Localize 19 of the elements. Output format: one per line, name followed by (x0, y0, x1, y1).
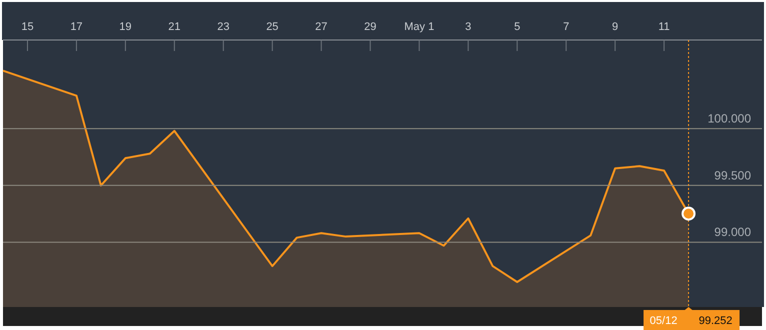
x-tick-label: 9 (612, 21, 618, 33)
x-tick-label: 23 (217, 21, 230, 33)
x-tick-label: 7 (563, 21, 570, 33)
x-tick-label: 15 (21, 21, 34, 33)
x-tick-label: 3 (465, 21, 472, 33)
x-tick-label: 11 (658, 21, 670, 33)
x-tick-label: 25 (266, 21, 278, 33)
y-tick-label: 99.500 (714, 168, 752, 182)
x-tick-label: 17 (70, 21, 83, 33)
text: 99.252 (698, 315, 732, 327)
x-tick-label: 19 (119, 21, 132, 33)
x-tick-label: 27 (315, 21, 328, 33)
x-tick-label: May 1 (404, 21, 434, 33)
y-tick-label: 100.000 (708, 112, 752, 126)
y-tick-label: 99.000 (714, 225, 752, 240)
ref-line-label: 05/12 (650, 315, 678, 327)
x-tick-label: 29 (364, 21, 376, 33)
x-tick-label: 21 (168, 21, 181, 33)
x-tick-label: 5 (514, 21, 520, 33)
